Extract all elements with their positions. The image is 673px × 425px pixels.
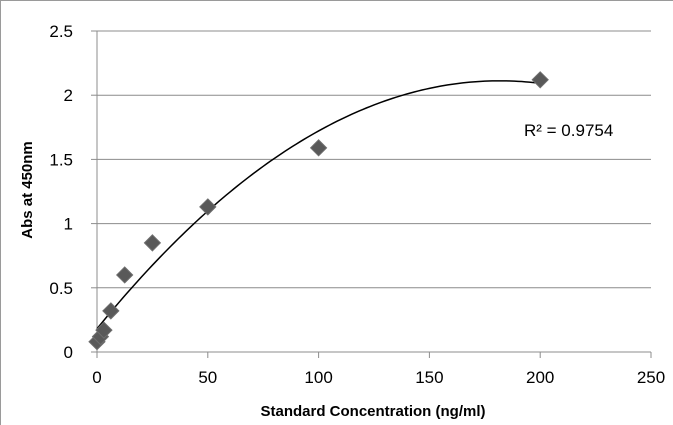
data-point xyxy=(199,198,217,216)
data-point xyxy=(143,234,162,252)
y-axis-tick-labels: 0 0.5 1 1.5 2 2.5 xyxy=(49,22,73,362)
data-points xyxy=(88,71,549,351)
gridlines xyxy=(97,30,651,289)
trendline xyxy=(96,80,541,330)
x-tick-label: 150 xyxy=(415,368,443,387)
x-tick-label: 250 xyxy=(637,368,665,387)
x-tick-label: 50 xyxy=(198,368,217,387)
y-axis-title: Abs at 450nm xyxy=(19,141,36,239)
y-tick-label: 1.5 xyxy=(49,150,73,169)
y-tick-label: 0 xyxy=(64,343,73,362)
data-point xyxy=(309,139,328,157)
y-tick-label: 0.5 xyxy=(49,279,73,298)
data-point xyxy=(95,321,113,339)
y-tick-label: 2 xyxy=(64,86,73,105)
data-point xyxy=(102,302,120,320)
y-tick-label: 2.5 xyxy=(49,22,73,41)
y-tick-label: 1 xyxy=(64,215,73,234)
data-point xyxy=(115,266,134,284)
x-tick-label: 100 xyxy=(304,368,332,387)
r-squared-annotation: R² = 0.9754 xyxy=(524,121,613,140)
x-axis-ticks xyxy=(96,352,652,358)
data-point xyxy=(531,71,549,89)
x-tick-label: 0 xyxy=(92,368,101,387)
y-axis-ticks xyxy=(91,30,97,353)
x-axis-tick-labels: 0 50 100 150 200 250 xyxy=(92,368,665,387)
x-tick-label: 200 xyxy=(526,368,554,387)
x-axis-title: Standard Concentration (ng/ml) xyxy=(261,403,486,420)
